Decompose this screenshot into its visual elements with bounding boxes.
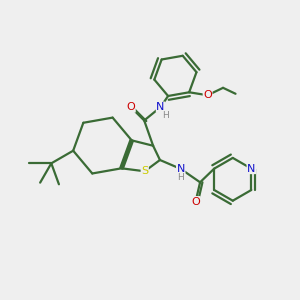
Text: O: O — [126, 102, 135, 112]
Text: H: H — [177, 173, 184, 182]
Text: N: N — [156, 102, 165, 112]
Text: O: O — [191, 196, 200, 207]
Text: N: N — [247, 164, 256, 174]
Text: O: O — [203, 90, 212, 100]
Text: S: S — [141, 166, 148, 176]
Text: H: H — [162, 111, 169, 120]
Text: N: N — [177, 164, 185, 174]
